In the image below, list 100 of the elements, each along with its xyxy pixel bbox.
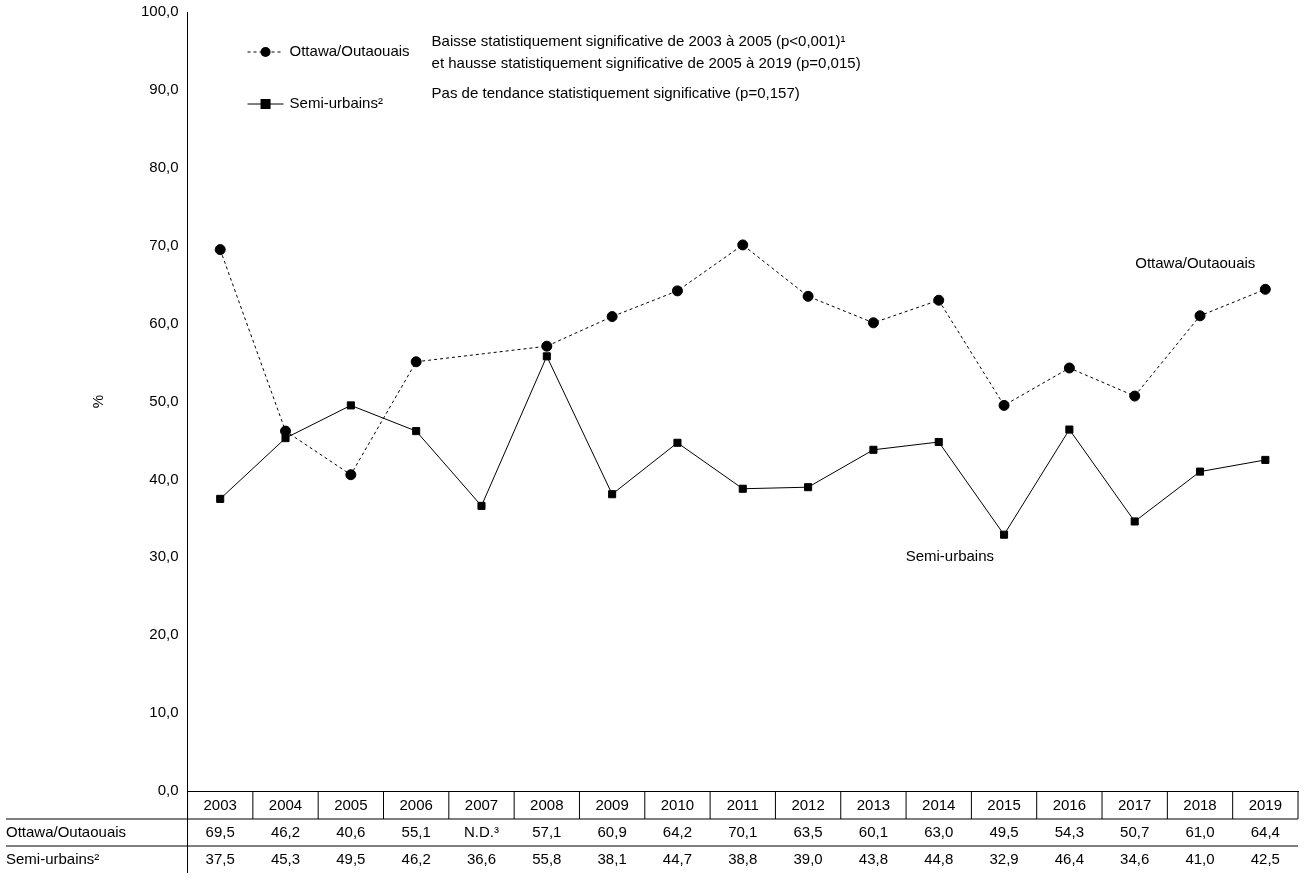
annotation: Semi-urbains	[905, 547, 995, 565]
x-tick-label: 2013	[856, 796, 891, 814]
point	[1130, 517, 1139, 526]
x-tick-label: 2011	[726, 796, 759, 814]
point	[671, 285, 683, 297]
x-tick-label: 2010	[660, 796, 695, 814]
point	[214, 244, 226, 256]
x-tick-label: 2018	[1183, 796, 1217, 814]
text: Ottawa/Outaouais	[6, 822, 127, 840]
x-tick-label: 2012	[791, 796, 825, 814]
y-tick-label: 90,0	[149, 80, 179, 98]
x-tick-label: 2004	[268, 796, 303, 814]
data-label: 60,1	[858, 822, 889, 840]
data-label: 69,5	[205, 822, 235, 840]
x-tick-label: 2006	[399, 796, 433, 814]
y-tick-label: 100,0	[140, 2, 179, 20]
annotation: et hausse statistiquement significative de 2005 à 2019 (p=0,015)	[431, 54, 861, 72]
point	[673, 438, 682, 447]
data-label: 55,1	[401, 822, 431, 840]
data-label: 44,7	[662, 849, 693, 867]
data-label: 60,9	[597, 822, 627, 840]
point	[542, 352, 551, 361]
x-tick-label: 2019	[1248, 796, 1283, 814]
y-tick-label: 30,0	[149, 547, 179, 565]
point	[1195, 467, 1205, 476]
point	[1000, 530, 1009, 539]
point	[869, 445, 878, 454]
point	[933, 294, 945, 306]
point	[1129, 390, 1141, 402]
data-label: 50,7	[1120, 822, 1150, 840]
data-label: 37,5	[205, 849, 235, 867]
x-tick-label: 2016	[1052, 796, 1087, 814]
data-label: 64,2	[662, 822, 693, 840]
data-label: 61,0	[1185, 822, 1215, 840]
data-label: 34,6	[1120, 849, 1150, 867]
x-tick-label: 2005	[334, 796, 368, 814]
point	[216, 494, 225, 503]
x-tick-label: 2008	[530, 796, 564, 814]
data-label: 40,6	[336, 822, 366, 840]
annotation: Ottawa/Outaouais	[1135, 253, 1256, 271]
y-tick-label: 0,0	[157, 781, 179, 799]
point	[1259, 283, 1271, 295]
data-label: 38,1	[597, 849, 627, 867]
data-label: 49,5	[989, 822, 1019, 840]
data-label: 70,1	[728, 822, 758, 840]
data-label: 57,1	[532, 822, 562, 840]
point	[998, 399, 1010, 411]
point	[737, 239, 749, 251]
legend-label: Ottawa/Outaouais	[289, 42, 410, 60]
x-tick-label: 2007	[464, 796, 499, 814]
annotation: Pas de tendance statistiquement significative (p=0,157)	[431, 84, 800, 102]
data-label: 54,3	[1054, 822, 1084, 840]
y-tick-label: 70,0	[149, 235, 179, 253]
x-tick-label: 2015	[987, 796, 1021, 814]
data-label: 36,6	[466, 849, 497, 867]
point	[934, 437, 943, 447]
data-label: 46,4	[1054, 849, 1084, 867]
data-label: 46,2	[270, 822, 301, 840]
point	[410, 356, 422, 368]
data-label: 46,2	[401, 849, 431, 867]
point	[1063, 362, 1075, 374]
x-tick-label: 2009	[595, 796, 629, 814]
data-label: 45,3	[270, 849, 301, 867]
y-tick-label: 20,0	[149, 625, 179, 643]
text: Semi-urbains²	[6, 849, 100, 867]
annotation: Baisse statistiquement significative de 2003 à 2005 (p<0,001)¹	[431, 32, 846, 50]
y-tick-label: 10,0	[149, 703, 179, 721]
point	[804, 483, 813, 492]
y-tick-label: 50,0	[149, 391, 179, 409]
point	[1261, 455, 1270, 464]
data-label: 39,0	[793, 849, 823, 867]
text: N.D.³	[463, 822, 499, 840]
data-label: 43,8	[858, 849, 889, 867]
legend-label: Semi-urbains²	[289, 94, 383, 112]
point	[477, 501, 486, 510]
data-label: 38,8	[728, 849, 758, 867]
point	[606, 311, 618, 323]
y-tick-label: 40,0	[149, 469, 179, 487]
point	[802, 290, 814, 302]
data-label: 63,0	[924, 822, 954, 840]
data-label: 42,5	[1250, 849, 1280, 867]
point	[346, 401, 355, 410]
x-tick-label: 2003	[203, 796, 237, 814]
point	[345, 469, 357, 481]
data-label: 41,0	[1185, 849, 1215, 867]
point	[608, 490, 617, 499]
data-label: 44,8	[924, 849, 954, 867]
data-label: 64,4	[1250, 822, 1280, 840]
data-label: 49,5	[336, 849, 366, 867]
data-label: 63,5	[793, 822, 823, 840]
data-label: 32,9	[989, 849, 1019, 867]
x-tick-label: 2014	[922, 796, 956, 814]
point	[1065, 425, 1074, 434]
point	[412, 427, 421, 436]
point	[867, 317, 879, 329]
x-tick-label: 2017	[1118, 796, 1152, 814]
point	[1194, 310, 1206, 322]
data-label: 55,8	[532, 849, 562, 867]
y-axis-title: %	[89, 394, 107, 409]
y-tick-label: 60,0	[149, 313, 179, 331]
